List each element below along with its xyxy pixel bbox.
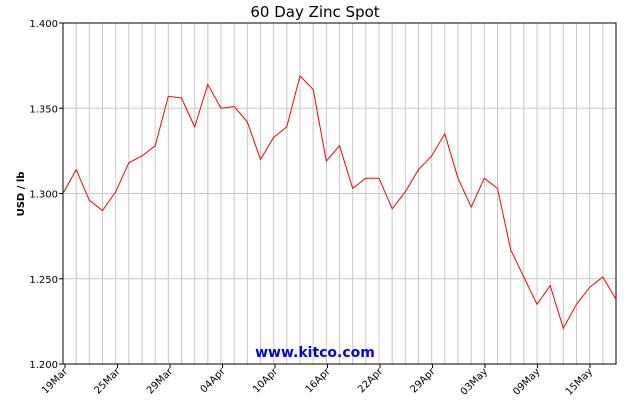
y-axis-label: USD / lb: [16, 172, 27, 217]
y-tick-label: 1.400: [29, 19, 58, 30]
y-tick-label: 1.350: [29, 104, 58, 115]
chart-title: 60 Day Zinc Spot: [250, 3, 379, 21]
x-tick-label: 22Apr: [356, 366, 386, 396]
x-tick-label: 15May: [564, 366, 595, 397]
x-tick-label: 16Apr: [304, 366, 334, 396]
x-tick-label: 29Mar: [145, 366, 176, 397]
x-tick-label: 09May: [511, 366, 542, 397]
y-tick-label: 1.250: [29, 275, 58, 286]
x-tick-label: 10Apr: [251, 366, 281, 396]
y-tick-label: 1.200: [29, 360, 58, 371]
series-layer: [62, 74, 617, 330]
x-tick-label: 03May: [459, 366, 490, 397]
x-tick-label: 29Apr: [409, 366, 439, 396]
y-tick-label: 1.300: [29, 190, 58, 201]
x-tick-label: 04Apr: [199, 366, 229, 396]
watermark: www.kitco.com: [255, 345, 375, 361]
grid: [62, 22, 617, 365]
x-tick-label: 25Mar: [93, 366, 124, 397]
series-line: [62, 74, 617, 330]
